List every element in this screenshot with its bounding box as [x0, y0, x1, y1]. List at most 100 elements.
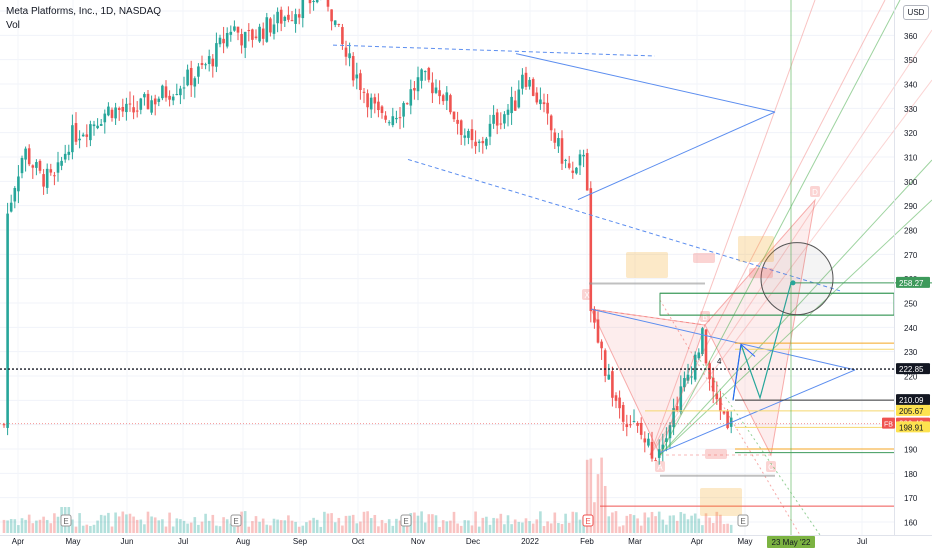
date-badge-bg: [767, 536, 815, 548]
candle-body: [697, 352, 701, 359]
candle-body: [146, 93, 150, 110]
range-box: [749, 268, 773, 278]
candle-body: [503, 114, 506, 124]
candle-body: [431, 82, 434, 94]
candle-body: [369, 97, 373, 110]
volume-legend[interactable]: Vol: [6, 20, 20, 31]
volume-bar: [236, 525, 240, 533]
candle-body: [2, 424, 6, 426]
candle-body: [384, 115, 387, 120]
volume-bar: [362, 511, 366, 533]
candle-body: [477, 141, 481, 143]
candle-body: [362, 91, 366, 93]
volume-bar: [42, 516, 45, 533]
volume-bar: [463, 520, 467, 533]
candle-body: [193, 78, 197, 87]
time-tick-label: Oct: [352, 537, 365, 546]
volume-bar: [420, 511, 423, 533]
volume-bar: [495, 518, 499, 533]
candle-body: [261, 28, 265, 39]
candle-body: [45, 168, 49, 188]
candle-body: [150, 100, 153, 113]
candle-body: [463, 135, 467, 138]
candle-body: [348, 53, 351, 59]
volume-bar: [251, 521, 254, 533]
candle-body: [380, 106, 384, 113]
candle-body: [49, 169, 53, 173]
volume-bar: [168, 512, 171, 533]
volume-bar: [301, 525, 305, 533]
volume-bar: [535, 519, 539, 533]
candle-body: [575, 167, 578, 174]
candle-body: [128, 103, 132, 105]
wedge-lower: [577, 111, 776, 201]
candle-body: [611, 371, 614, 398]
candle-body: [560, 138, 564, 164]
symbol-title[interactable]: Meta Platforms, Inc., 1D, NASDAQ: [6, 6, 162, 17]
candle-body: [693, 354, 697, 380]
candle-body: [704, 329, 708, 364]
candle-body: [405, 103, 409, 105]
crosshair-price-tag-bg: [896, 363, 930, 375]
price-tick-label: 270: [904, 251, 918, 260]
volume-bar: [524, 518, 528, 533]
candle-body: [578, 154, 582, 166]
volume-bar: [341, 525, 344, 533]
candle-body: [456, 119, 459, 124]
trend-drawings: 4: [0, 0, 932, 536]
candle-body: [81, 134, 85, 137]
symbol-badge: FB: [884, 422, 893, 429]
volume-bar: [45, 519, 49, 533]
candle-body: [312, 1, 315, 3]
candle-body: [675, 406, 679, 411]
price-tick-label: 300: [904, 178, 918, 187]
volume-bar: [182, 520, 186, 533]
volume-bar: [438, 526, 441, 533]
price-tick-label: 250: [904, 300, 918, 309]
time-tick-label: Nov: [411, 537, 425, 546]
volume-bar: [247, 526, 251, 533]
volume-bar: [560, 524, 564, 533]
candle-body: [121, 106, 125, 112]
volume-bar: [398, 520, 402, 533]
candle-body: [114, 107, 117, 119]
time-tick-label: Jul: [178, 537, 188, 546]
candle-body: [492, 114, 495, 124]
date-badge: 23 May '22: [772, 538, 811, 547]
price-tick-label: 360: [904, 32, 918, 41]
candle-body: [441, 95, 445, 102]
volume-bar: [189, 522, 193, 533]
volume-bar: [326, 513, 330, 533]
time-tick-label: Sep: [293, 537, 308, 546]
candle-body: [290, 20, 294, 22]
volume-bar: [553, 512, 557, 533]
candle-body: [726, 410, 729, 429]
volume-bar: [297, 526, 301, 533]
volume-bar: [20, 518, 24, 533]
volume-bar: [697, 518, 701, 533]
volume-bar: [31, 523, 35, 533]
volume-bar: [150, 516, 153, 533]
volume-bar: [571, 511, 575, 533]
currency-button[interactable]: USD: [903, 5, 929, 20]
volume-bar: [99, 514, 103, 533]
candle-body: [668, 425, 672, 439]
price-tick-label: 310: [904, 154, 918, 163]
candle-body: [488, 123, 492, 137]
volume-bar: [179, 519, 182, 533]
level-price-tag-bg: [896, 404, 930, 416]
time-tick-label: Jul: [857, 537, 867, 546]
pattern-point-badge: [700, 311, 710, 322]
candle-body: [409, 89, 413, 106]
price-tick-label: 180: [904, 470, 918, 479]
volume-bar: [629, 514, 632, 533]
earnings-marker: [60, 514, 72, 527]
volume-bar: [218, 526, 222, 533]
volume-bar: [690, 515, 693, 533]
volume-bar: [427, 514, 431, 533]
candle-body: [110, 109, 114, 118]
candle-body: [74, 123, 78, 142]
volume-bar: [413, 512, 416, 533]
candle-body: [665, 438, 668, 443]
